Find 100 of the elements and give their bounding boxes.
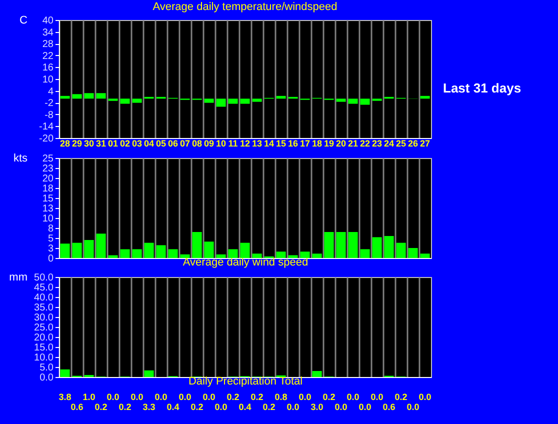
- x-tick-label: 31: [96, 138, 106, 148]
- data-label: 0.0: [406, 402, 420, 412]
- bar: [348, 232, 358, 258]
- data-label: 0.0: [106, 392, 120, 402]
- bar: [192, 232, 202, 258]
- bar: [252, 254, 262, 258]
- y-tick-label: 40.0: [34, 292, 54, 304]
- data-label: 0.0: [178, 392, 192, 402]
- y-tick-label: 20.0: [34, 332, 54, 344]
- bar: [204, 242, 214, 258]
- x-tick-label: 08: [192, 138, 202, 148]
- bar: [72, 242, 82, 258]
- x-tick-label: 21: [348, 138, 358, 148]
- bar: [108, 255, 118, 258]
- bar: [60, 369, 70, 377]
- y-tick-label: 15.0: [34, 342, 54, 354]
- data-label: 0.2: [190, 402, 204, 412]
- bar: [216, 254, 226, 258]
- y-tick-label: 0.0: [40, 372, 54, 384]
- x-tick-label: 07: [180, 138, 190, 148]
- y-tick-label: 10: [42, 214, 54, 224]
- y-tick-label: 23: [42, 164, 54, 174]
- bar: [144, 370, 154, 377]
- y-tick-label: 13: [42, 204, 54, 214]
- bar: [144, 242, 154, 258]
- bar: [384, 236, 394, 258]
- x-tick-label: 12: [240, 138, 250, 148]
- data-label: 0.6: [382, 402, 396, 412]
- data-label: 0.0: [202, 392, 216, 402]
- x-tick-label: 20: [336, 138, 346, 148]
- data-label: 0.2: [394, 392, 408, 402]
- x-tick-label: 11: [228, 138, 238, 148]
- bar: [420, 254, 430, 258]
- y-tick-label: 15: [42, 194, 54, 204]
- data-label: 0.2: [262, 402, 276, 412]
- x-tick-label: 02: [120, 138, 130, 148]
- y-tick-label: -2: [44, 98, 54, 110]
- y-axis-title: mm: [9, 272, 28, 284]
- y-tick-label: 25: [42, 154, 54, 164]
- x-tick-label: 19: [324, 138, 334, 148]
- data-label: 0.0: [334, 402, 348, 412]
- y-tick-label: 16: [42, 62, 54, 74]
- bar: [288, 255, 298, 258]
- y-tick-label: -8: [44, 110, 54, 121]
- bar: [276, 252, 286, 258]
- data-label: 0.0: [214, 402, 228, 412]
- x-tick-label: 26: [408, 138, 418, 148]
- bar: [300, 252, 310, 258]
- x-axis-title: Average daily wind speed: [182, 256, 308, 268]
- x-tick-label: 14: [264, 138, 274, 148]
- data-label: 0.4: [166, 402, 180, 412]
- x-tick-label: 15: [276, 138, 286, 148]
- y-tick-label: 22: [42, 50, 54, 62]
- data-label: 0.2: [226, 392, 240, 402]
- bar: [408, 248, 418, 258]
- y-tick-label: 45.0: [34, 282, 54, 294]
- bar: [96, 234, 106, 258]
- y-tick-label: 0: [48, 254, 54, 264]
- data-label: 0.0: [418, 392, 432, 402]
- bar: [312, 371, 322, 377]
- y-tick-label: 25.0: [34, 322, 54, 334]
- data-label: 0.8: [274, 392, 288, 402]
- data-label: 3.0: [310, 402, 324, 412]
- y-tick-label: 10: [42, 74, 54, 86]
- y-tick-label: 5: [48, 234, 54, 244]
- y-tick-label: 50.0: [34, 272, 54, 284]
- data-label: 0.0: [286, 402, 300, 412]
- bar: [396, 242, 406, 258]
- bar: [336, 232, 346, 258]
- text: Last 31 days: [443, 80, 522, 96]
- y-tick-label: 40: [42, 16, 54, 26]
- data-label: 3.3: [142, 402, 156, 412]
- x-tick-label: 22: [360, 138, 370, 148]
- y-tick-label: 8: [48, 224, 54, 234]
- chart-title: Average daily temperature/windspeed: [152, 1, 338, 13]
- bar: [360, 249, 370, 258]
- data-label: 0.0: [130, 392, 144, 402]
- x-tick-label: 01: [108, 138, 118, 148]
- y-tick-label: 3: [48, 244, 54, 254]
- x-tick-label: 05: [156, 138, 166, 148]
- x-tick-label: 17: [300, 138, 310, 148]
- x-tick-label: 28: [60, 138, 70, 148]
- y-tick-label: 10.0: [34, 352, 54, 364]
- data-label: 1.0: [82, 392, 96, 402]
- y-tick-label: 5.0: [40, 362, 54, 374]
- x-tick-label: 16: [288, 138, 298, 148]
- data-label: 0.0: [370, 392, 384, 402]
- x-tick-label: 23: [372, 138, 382, 148]
- bar: [168, 249, 178, 258]
- bar: [120, 249, 130, 258]
- y-tick-label: -20: [39, 134, 54, 144]
- x-tick-label: 06: [168, 138, 178, 148]
- data-label: 0.6: [70, 402, 84, 412]
- x-tick-label: 18: [312, 138, 322, 148]
- data-label: 0.2: [118, 402, 132, 412]
- y-tick-label: 34: [42, 27, 54, 38]
- data-label: 0.2: [250, 392, 264, 402]
- bar: [312, 254, 322, 258]
- data-label: 0.0: [298, 392, 312, 402]
- data-label: 0.0: [346, 392, 360, 402]
